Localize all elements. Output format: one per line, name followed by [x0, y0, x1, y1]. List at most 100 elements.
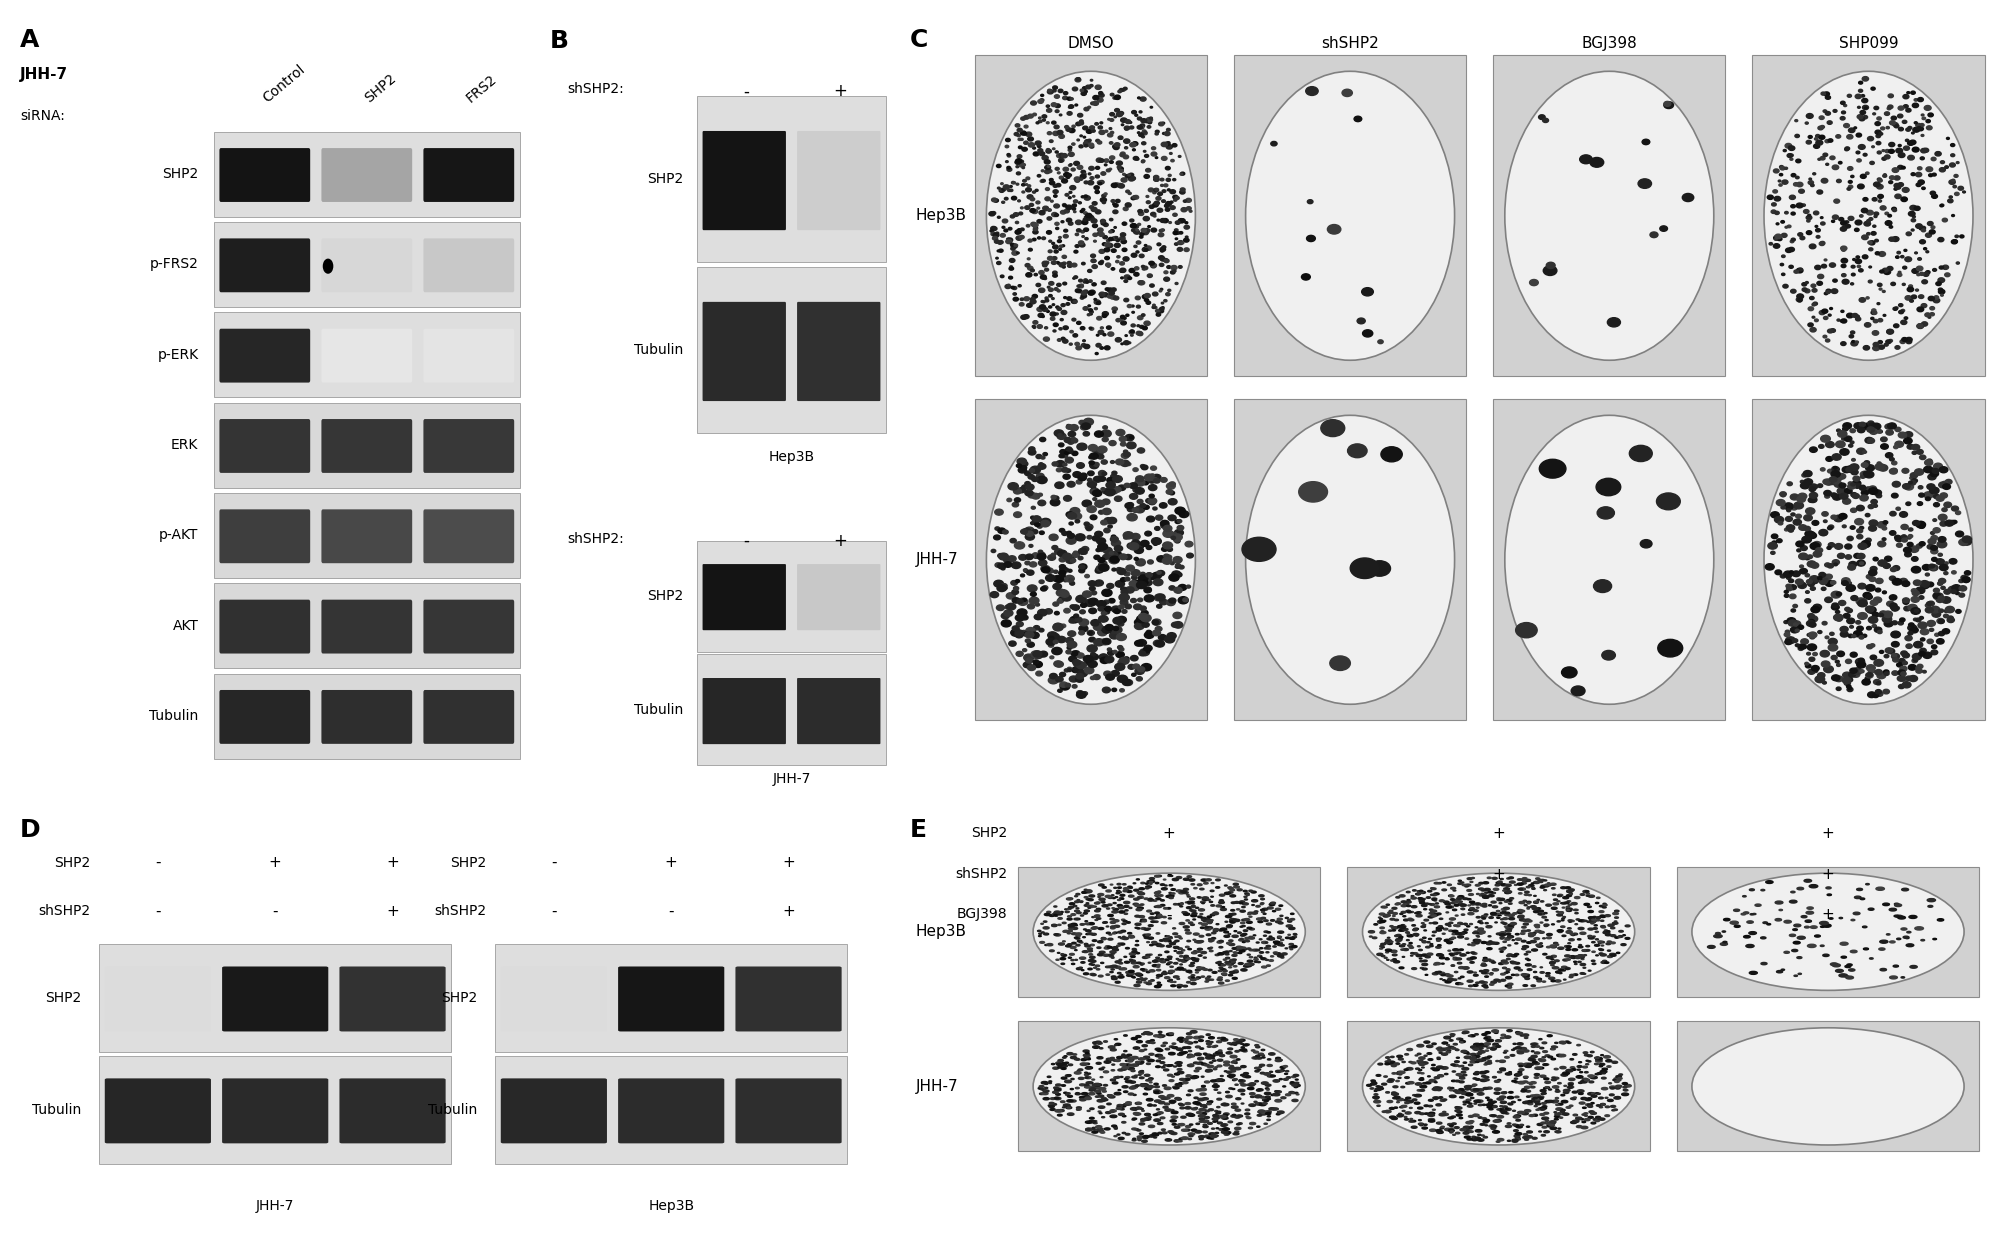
Circle shape: [1208, 940, 1214, 941]
Circle shape: [1934, 528, 1940, 533]
Circle shape: [1178, 891, 1184, 894]
Circle shape: [1642, 139, 1650, 144]
Circle shape: [1118, 911, 1124, 914]
Circle shape: [1808, 498, 1814, 502]
Circle shape: [1846, 977, 1854, 979]
Circle shape: [1538, 914, 1542, 915]
Circle shape: [1084, 107, 1088, 111]
Circle shape: [1198, 1136, 1204, 1138]
Circle shape: [1808, 634, 1812, 636]
Circle shape: [1098, 975, 1104, 977]
Circle shape: [1048, 1106, 1054, 1107]
Circle shape: [1196, 1046, 1200, 1048]
Circle shape: [1438, 1097, 1442, 1099]
Circle shape: [1202, 924, 1208, 926]
Circle shape: [1006, 238, 1012, 242]
Circle shape: [1068, 668, 1072, 672]
Circle shape: [1082, 344, 1086, 346]
Circle shape: [1798, 233, 1802, 237]
Circle shape: [1774, 244, 1780, 248]
Circle shape: [1178, 1071, 1184, 1074]
Circle shape: [1216, 879, 1220, 880]
Text: Control: Control: [260, 62, 308, 105]
FancyBboxPatch shape: [424, 329, 514, 382]
Circle shape: [1442, 1067, 1448, 1069]
Circle shape: [1100, 296, 1104, 297]
Circle shape: [1866, 575, 1872, 578]
Circle shape: [1206, 879, 1212, 880]
Circle shape: [1140, 919, 1146, 921]
Circle shape: [1140, 614, 1152, 621]
Circle shape: [1890, 530, 1896, 535]
Circle shape: [1378, 1088, 1384, 1090]
Circle shape: [1066, 205, 1072, 210]
Text: +: +: [782, 856, 794, 870]
Circle shape: [1514, 974, 1518, 975]
Circle shape: [1160, 597, 1164, 602]
Circle shape: [1914, 609, 1918, 612]
Circle shape: [1842, 438, 1846, 440]
Circle shape: [1148, 1105, 1152, 1106]
Circle shape: [1384, 1110, 1392, 1112]
Circle shape: [1542, 953, 1546, 956]
Circle shape: [1016, 160, 1020, 164]
Circle shape: [1558, 911, 1564, 914]
Circle shape: [1168, 174, 1172, 176]
Circle shape: [1094, 122, 1098, 125]
Circle shape: [1520, 901, 1524, 904]
Circle shape: [1542, 1092, 1546, 1094]
Circle shape: [1230, 1065, 1234, 1067]
Circle shape: [1036, 122, 1038, 123]
Circle shape: [1172, 1116, 1178, 1118]
Circle shape: [1878, 132, 1882, 136]
Circle shape: [1492, 1128, 1496, 1129]
Circle shape: [1524, 978, 1530, 979]
Circle shape: [1098, 562, 1106, 567]
Circle shape: [1102, 589, 1112, 597]
Circle shape: [1492, 1043, 1498, 1046]
Circle shape: [1128, 1058, 1134, 1059]
Circle shape: [1114, 609, 1120, 614]
Circle shape: [1084, 181, 1088, 184]
Circle shape: [1008, 641, 1016, 646]
Circle shape: [1070, 953, 1074, 956]
Circle shape: [1174, 1073, 1180, 1075]
Circle shape: [1054, 330, 1056, 332]
Circle shape: [1110, 919, 1114, 920]
Circle shape: [1152, 572, 1162, 578]
Circle shape: [1024, 133, 1026, 136]
Circle shape: [1088, 581, 1096, 587]
Circle shape: [1908, 211, 1916, 216]
Circle shape: [1812, 317, 1814, 318]
Circle shape: [1064, 168, 1068, 171]
Circle shape: [1888, 107, 1890, 110]
Circle shape: [1920, 239, 1926, 244]
Circle shape: [1004, 197, 1008, 200]
Circle shape: [1532, 1046, 1536, 1047]
Circle shape: [1198, 954, 1202, 957]
Circle shape: [1406, 1100, 1414, 1102]
Circle shape: [1408, 919, 1414, 921]
Circle shape: [1160, 229, 1162, 232]
Circle shape: [1522, 926, 1526, 928]
Circle shape: [1204, 1124, 1206, 1126]
Circle shape: [1096, 1129, 1100, 1131]
Circle shape: [1926, 602, 1932, 605]
Circle shape: [1098, 607, 1104, 612]
Circle shape: [1904, 249, 1906, 252]
Circle shape: [1060, 529, 1064, 533]
Circle shape: [1536, 944, 1542, 946]
Text: Hep3B: Hep3B: [916, 925, 966, 940]
Circle shape: [1106, 169, 1110, 171]
Circle shape: [1878, 630, 1882, 634]
Circle shape: [1472, 1090, 1478, 1091]
Circle shape: [998, 240, 1004, 244]
Circle shape: [1078, 279, 1082, 282]
Circle shape: [1162, 157, 1168, 160]
Circle shape: [1204, 919, 1210, 920]
Circle shape: [1842, 677, 1852, 683]
Circle shape: [1144, 531, 1152, 536]
Circle shape: [1176, 941, 1180, 942]
Circle shape: [1186, 1057, 1190, 1058]
Circle shape: [1896, 252, 1900, 254]
